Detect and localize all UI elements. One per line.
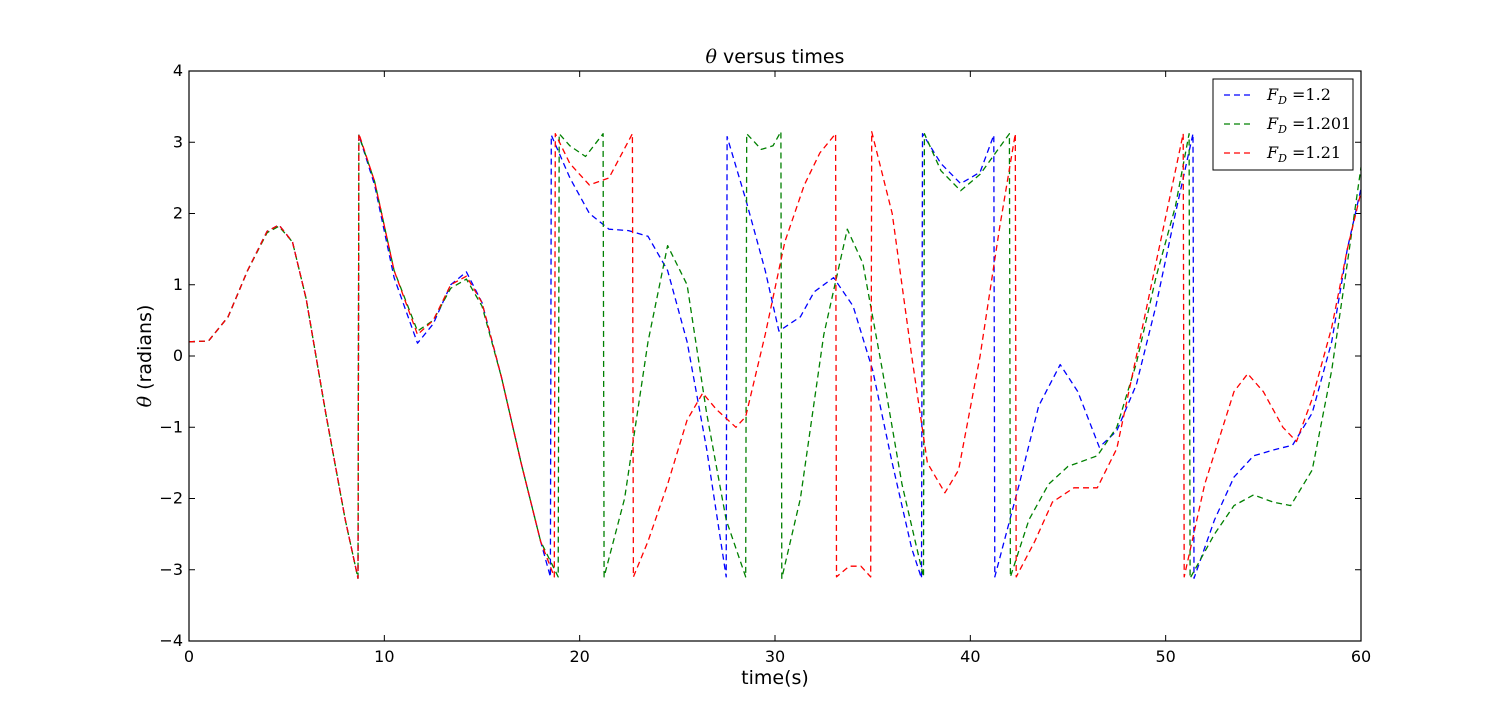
x-tick-label: 50 — [1155, 647, 1175, 666]
y-tick-label: 1 — [173, 275, 183, 294]
legend-label-3: FD =1.21 — [1266, 143, 1341, 165]
ylabel-text: (radians) — [134, 305, 156, 396]
x-tick-label: 10 — [374, 647, 394, 666]
series-line-2 — [189, 130, 1361, 579]
y-tick-label: 4 — [173, 61, 183, 80]
y-tick-label: −3 — [159, 560, 183, 579]
y-tick-label: 0 — [173, 346, 183, 365]
x-tick-label: 0 — [184, 647, 194, 666]
y-tick-label: −1 — [159, 417, 183, 436]
legend-label-1: FD =1.2 — [1266, 85, 1331, 107]
title-text: versus times — [717, 46, 845, 68]
y-tick-label: −2 — [159, 489, 183, 508]
x-tick-label: 40 — [960, 647, 980, 666]
axis-ticks: 0 10 20 30 40 50 60 −4 −3 −2 −1 0 1 2 3 4 — [159, 61, 1371, 666]
y-tick-label: 3 — [173, 132, 183, 151]
x-tick-label: 20 — [569, 647, 589, 666]
series-line-1 — [189, 133, 1361, 579]
series-layer — [189, 130, 1361, 579]
x-axis-label: time(s) — [741, 667, 809, 689]
plot-area-frame — [188, 70, 1362, 642]
y-tick-label: 2 — [173, 204, 183, 223]
chart-title: θ versus times — [706, 46, 845, 68]
ylabel-theta-symbol: θ — [134, 395, 156, 407]
x-tick-label: 30 — [765, 647, 785, 666]
legend-label-2: FD =1.201 — [1266, 114, 1351, 136]
x-tick-label: 60 — [1351, 647, 1371, 666]
y-tick-label: −4 — [159, 631, 183, 650]
title-theta-symbol: θ — [706, 46, 718, 68]
y-axis-label: θ (radians) — [134, 305, 156, 408]
legend: FD =1.2 FD =1.201 FD =1.21 — [1212, 78, 1354, 171]
series-line-3 — [189, 130, 1361, 579]
